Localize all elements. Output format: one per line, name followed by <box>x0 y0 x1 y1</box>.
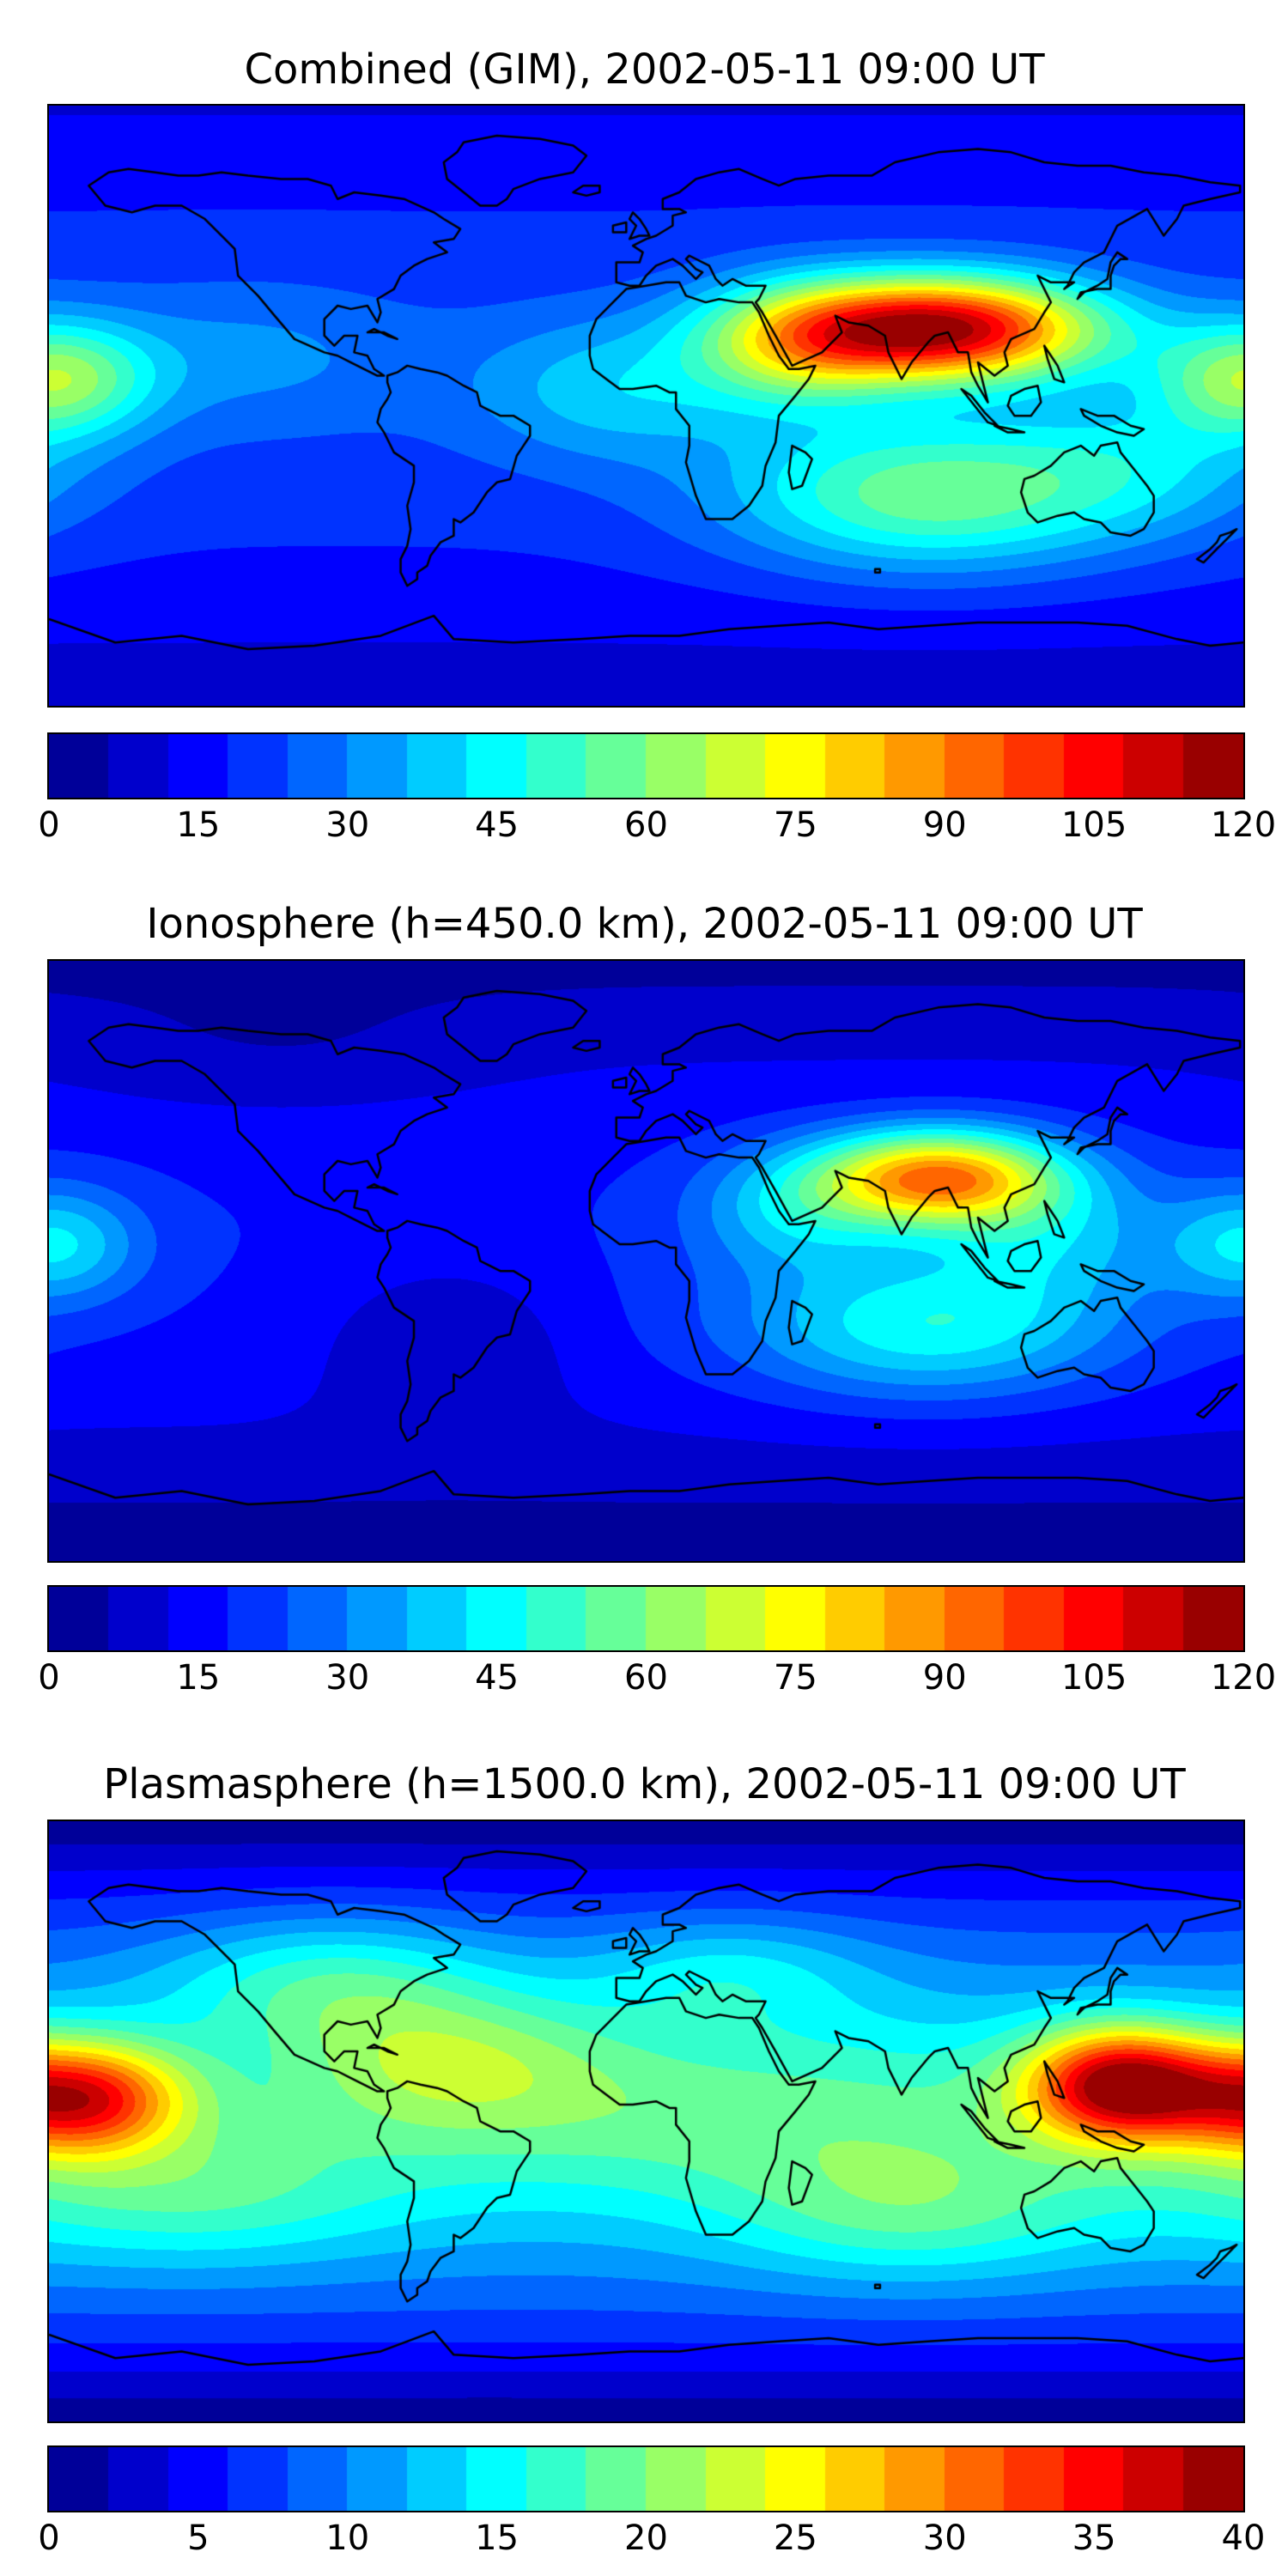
colorbar-tick-label: 30 <box>922 2518 967 2558</box>
colorbar-tick-label: 0 <box>38 1658 60 1698</box>
colorbar-tick-label: 105 <box>1060 805 1127 845</box>
world-map-canvas-combined <box>47 104 1245 708</box>
colorbar-tick-label: 60 <box>624 805 668 845</box>
colorbar-tick-label: 40 <box>1221 2518 1266 2558</box>
colorbar-tick-label: 0 <box>38 2518 60 2558</box>
colorbar-tick-label: 10 <box>325 2518 370 2558</box>
colorbar-tick-label: 45 <box>475 1658 519 1698</box>
colorbar-tick-label: 75 <box>773 805 817 845</box>
colorbar-tick-label: 30 <box>325 1658 370 1698</box>
panel-title-combined: Combined (GIM), 2002-05-11 09:00 UT <box>244 46 1045 94</box>
colorbar-tick-label: 120 <box>1210 1658 1277 1698</box>
colorbar-tick-label: 15 <box>176 1658 221 1698</box>
colorbar-tick-label: 0 <box>38 805 60 845</box>
colorbar-tick-label: 90 <box>922 1658 967 1698</box>
colorbar-tick-labels-combined: 0 15 30 45 60 75 90 105 120 <box>38 805 1276 850</box>
colorbar-tick-label: 5 <box>187 2518 210 2558</box>
panel-title-ionosphere: Ionosphere (h=450.0 km), 2002-05-11 09:0… <box>146 900 1143 948</box>
colorbar-canvas-plasmasphere <box>47 2445 1245 2512</box>
colorbar-tick-label: 45 <box>475 805 519 845</box>
colorbar-tick-labels-ionosphere: 0 15 30 45 60 75 90 105 120 <box>38 1658 1276 1703</box>
colorbar-canvas-ionosphere <box>47 1585 1245 1652</box>
colorbar-tick-label: 90 <box>922 805 967 845</box>
colorbar-tick-labels-plasmasphere: 0 5 10 15 20 25 30 35 40 <box>38 2518 1265 2563</box>
colorbar-tick-label: 60 <box>624 1658 668 1698</box>
colorbar-canvas-combined <box>47 732 1245 799</box>
panel-title-plasmasphere: Plasmasphere (h=1500.0 km), 2002-05-11 0… <box>103 1760 1186 1808</box>
colorbar-tick-label: 105 <box>1060 1658 1127 1698</box>
world-map-canvas-plasmasphere <box>47 1820 1245 2423</box>
colorbar-tick-label: 20 <box>624 2518 668 2558</box>
colorbar-tick-label: 30 <box>325 805 370 845</box>
colorbar-tick-label: 35 <box>1072 2518 1116 2558</box>
colorbar-tick-label: 25 <box>773 2518 817 2558</box>
colorbar-tick-label: 15 <box>475 2518 519 2558</box>
colorbar-tick-label: 75 <box>773 1658 817 1698</box>
world-map-canvas-ionosphere <box>47 959 1245 1563</box>
colorbar-tick-label: 120 <box>1210 805 1277 845</box>
colorbar-tick-label: 15 <box>176 805 221 845</box>
